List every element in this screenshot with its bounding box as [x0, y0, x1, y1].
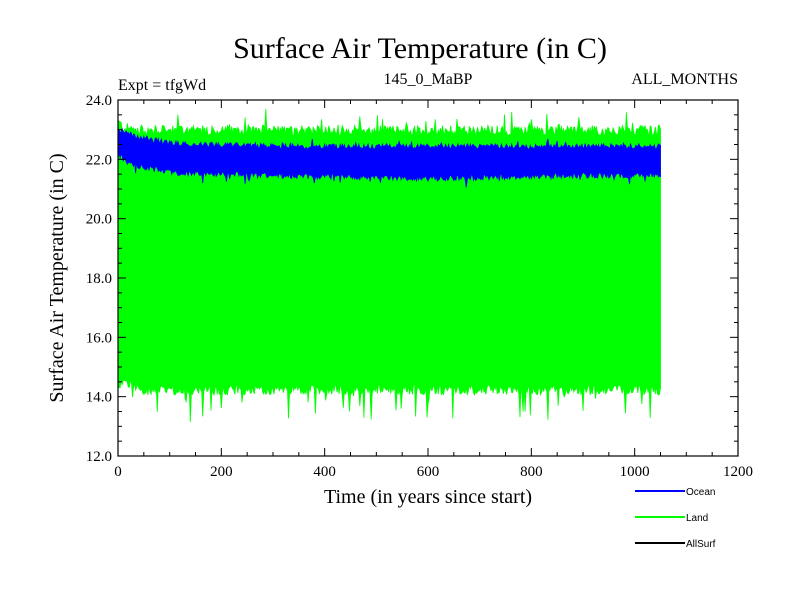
land-series [117, 108, 661, 423]
x-tick-label: 200 [210, 464, 233, 480]
subtitle-right: ALL_MONTHS [631, 71, 738, 88]
x-tick-label: 400 [313, 464, 336, 480]
y-tick-label: 16.0 [86, 330, 112, 346]
x-tick-label: 0 [114, 464, 122, 480]
x-tick-label: 800 [520, 464, 543, 480]
y-tick-label: 20.0 [86, 212, 112, 228]
x-tick-label: 1000 [620, 464, 650, 480]
ocean-series [117, 127, 661, 188]
plot-area [117, 108, 661, 423]
legend-ocean-label: Ocean [686, 487, 715, 498]
y-tick-label: 14.0 [86, 390, 112, 406]
legend-land-label: Land [686, 513, 708, 524]
x-tick-label: 1200 [723, 464, 753, 480]
land-series-band [117, 108, 661, 423]
y-tick-label: 18.0 [86, 271, 112, 287]
legend: Ocean Land AllSurf [635, 487, 716, 550]
x-axis: 0 200 400 600 800 1000 1200 [114, 100, 753, 480]
x-tick-label: 600 [417, 464, 440, 480]
chart-title: Surface Air Temperature (in C) [233, 32, 607, 65]
y-axis-label: Surface Air Temperature (in C) [46, 153, 68, 402]
subtitle-left: Expt = tfgWd [118, 77, 206, 94]
y-tick-label: 12.0 [86, 449, 112, 465]
ocean-series-band [117, 127, 661, 188]
legend-allsurf-label: AllSurf [686, 539, 716, 550]
x-axis-label: Time (in years since start) [324, 486, 532, 508]
y-tick-label: 22.0 [86, 152, 112, 168]
y-tick-label: 24.0 [86, 93, 112, 109]
y-axis: 12.0 14.0 16.0 18.0 20.0 22.0 24.0 [86, 93, 738, 465]
subtitle-center: 145_0_MaBP [384, 71, 473, 88]
